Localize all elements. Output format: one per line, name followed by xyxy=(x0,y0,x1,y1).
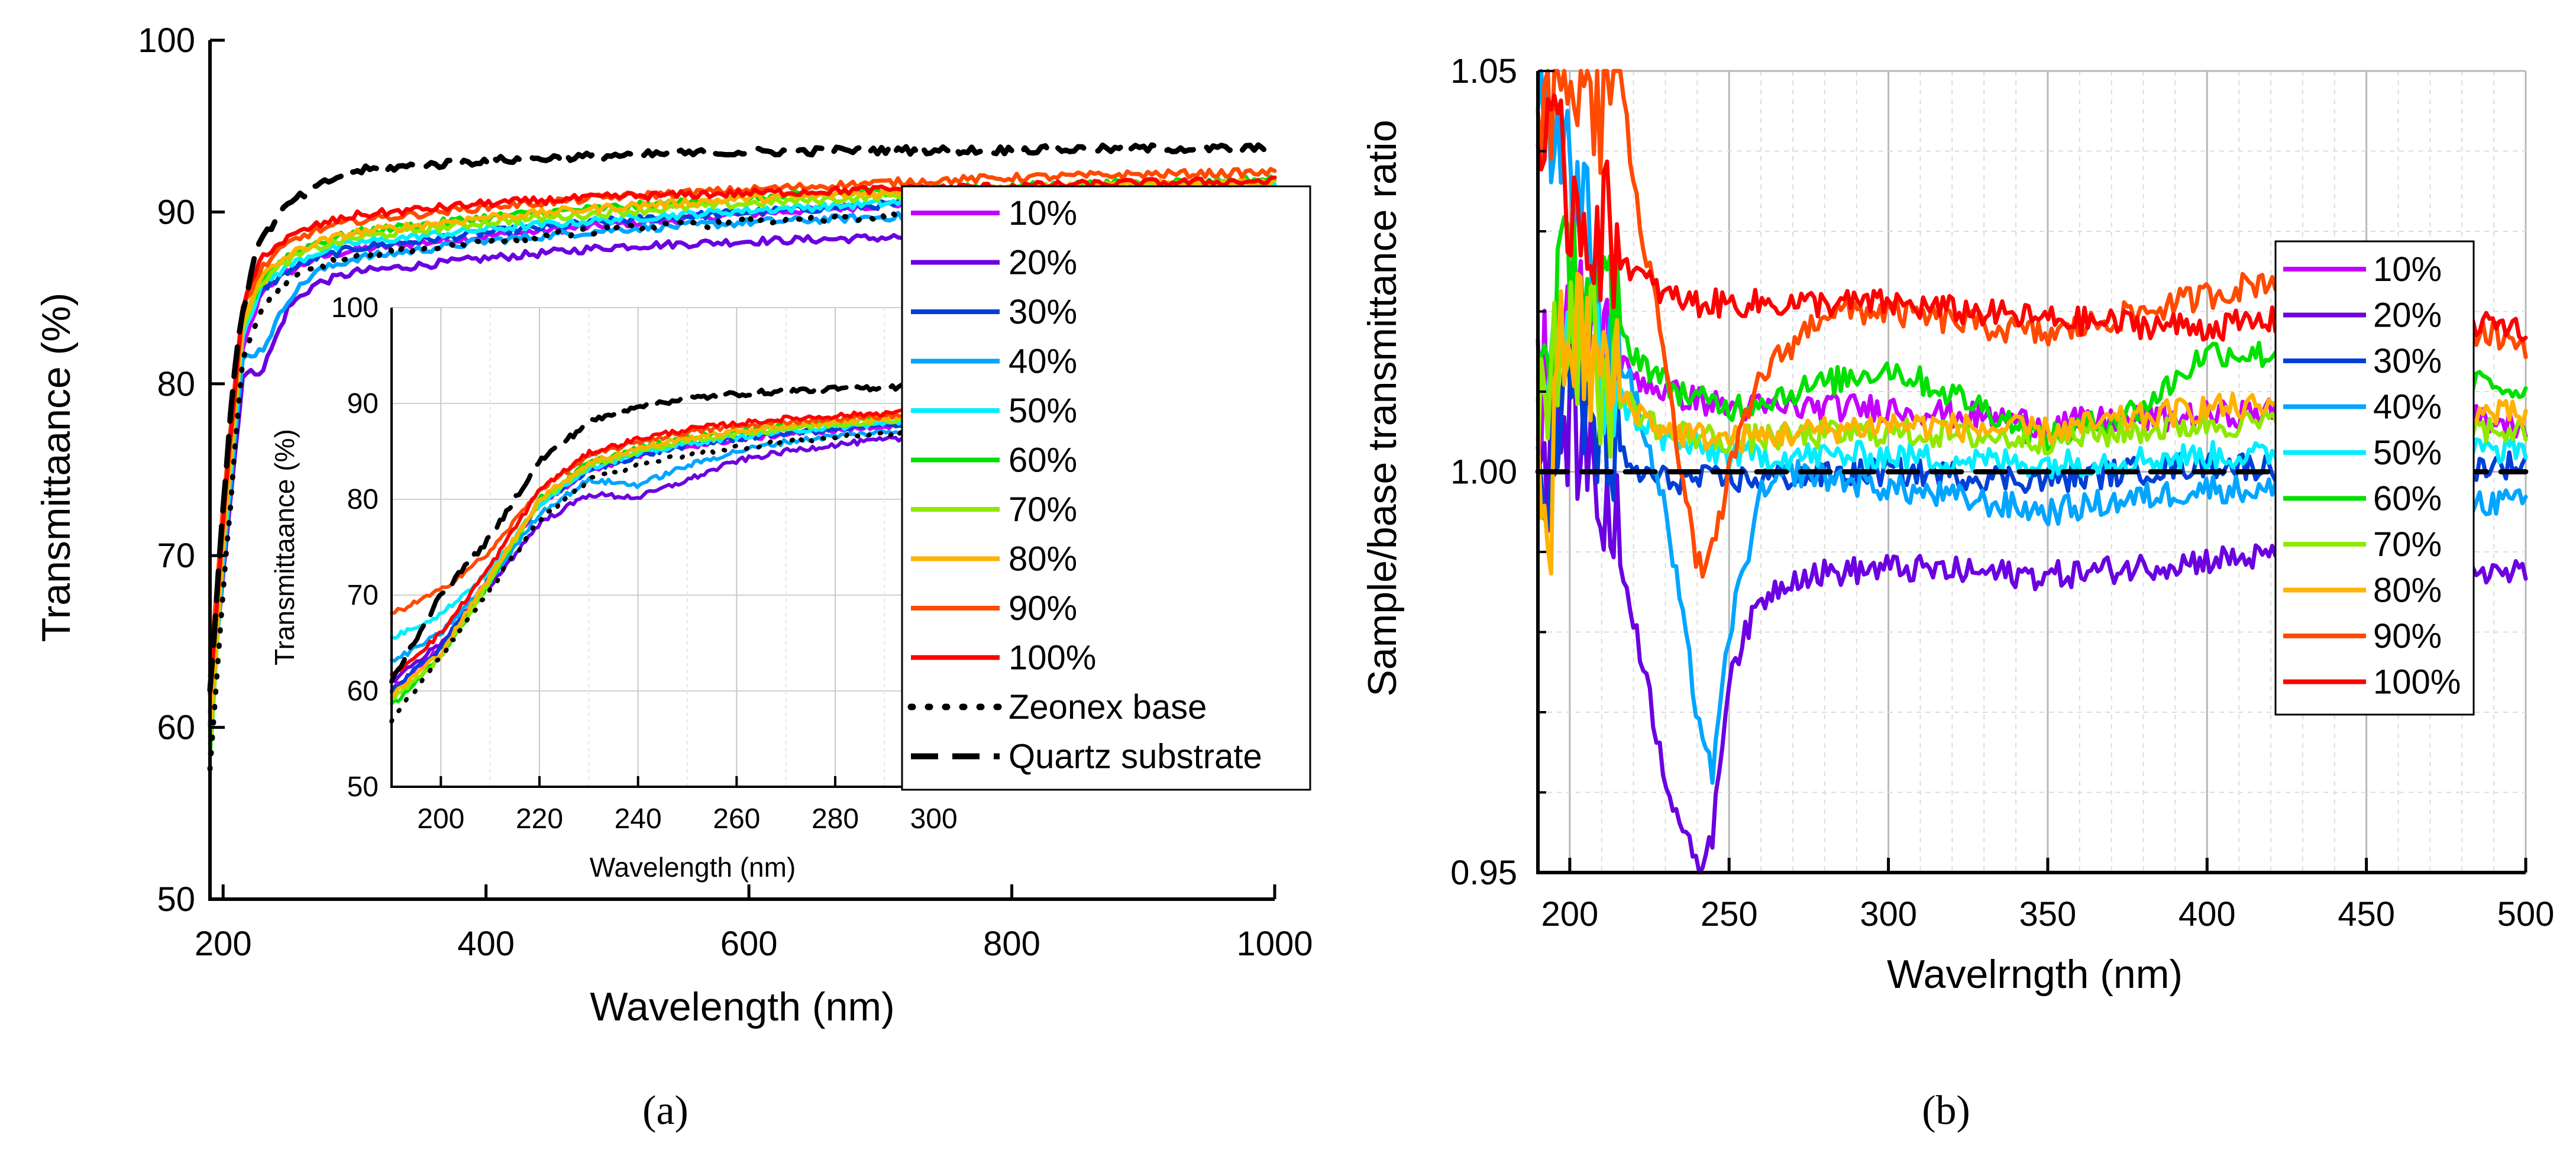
inset-series-line-90 xyxy=(390,409,936,615)
panel-a-x-tick-label: 1000 xyxy=(1236,925,1313,963)
inset-series-line-70 xyxy=(390,413,936,701)
panel-a-x-tick-label: 800 xyxy=(983,925,1040,963)
inset-x-tick-label: 240 xyxy=(615,803,662,835)
legend-b-label: 40% xyxy=(2373,388,2442,427)
inset-series-line-zeonexbase xyxy=(389,427,936,724)
a-series-line-quartzsubstrate xyxy=(207,142,1278,693)
inset-series xyxy=(389,382,936,724)
legend-b-label: 70% xyxy=(2373,525,2442,564)
panel-b-x-tick-label: 450 xyxy=(2338,895,2395,933)
panel-b-x-tick-label: 300 xyxy=(1860,895,1917,933)
panel-b-chart: 0.95 1.00 1.05 200 250 300 350 400 450 500 Wavelr… xyxy=(1360,52,2554,997)
panel-a-y-tick-label: 100 xyxy=(138,21,195,60)
inset-x-axis-title: Wavelength (nm) xyxy=(590,852,796,883)
panel-a-chart: 50 60 70 80 90 100 200 400 600 800 1000 Wavelength… xyxy=(34,21,1313,1029)
panel-b-x-tick-label: 350 xyxy=(2019,895,2077,933)
inset-y-axis-title: Transmittaance (%) xyxy=(269,429,300,666)
legend-a-label: 100% xyxy=(1009,639,1096,677)
inset-series-line-quartzsubstrate xyxy=(389,382,936,684)
inset-x-tick-label: 200 xyxy=(417,803,464,835)
panel-a-x-axis-title: Wavelength (nm) xyxy=(590,984,894,1029)
panel-a-ticks: 50 60 70 80 90 100 200 400 600 800 1000 xyxy=(138,21,1313,963)
panel-b-y-tick-label: 0.95 xyxy=(1450,854,1517,892)
caption-b: (b) xyxy=(1922,1088,1970,1133)
legend-a-label: 80% xyxy=(1009,540,1077,579)
inset-y-tick-label: 50 xyxy=(347,771,379,803)
a-series-line-100 xyxy=(208,175,1277,697)
panel-a-legend-box xyxy=(901,185,1311,791)
legend-b-label: 20% xyxy=(2373,296,2442,335)
panel-a-y-tick-label: 50 xyxy=(157,880,195,919)
panel-b-x-tick-label: 500 xyxy=(2497,895,2555,933)
inset-y-tick-label: 80 xyxy=(347,484,379,515)
legend-b-label: 80% xyxy=(2373,571,2442,610)
inset-x-tick-label: 280 xyxy=(812,803,859,835)
legend-b-label: 100% xyxy=(2373,663,2461,702)
panel-a-legend: 10% 20% 30% 40% 50% 60% 70% 80% 90% 100% Zeonex ba… xyxy=(901,185,1311,791)
panel-b-x-tick-label: 250 xyxy=(1701,895,1758,933)
panel-a-y-tick-label: 70 xyxy=(157,537,195,575)
legend-b-label: 50% xyxy=(2373,434,2442,472)
panel-a-y-tick-label: 90 xyxy=(157,193,195,231)
legend-b-label: 60% xyxy=(2373,480,2442,518)
legend-a-label: 90% xyxy=(1009,589,1077,628)
panel-b-y-axis-title: Sample/base transmittance ratio xyxy=(1360,119,1405,696)
legend-a-label: 60% xyxy=(1009,441,1077,480)
caption-a: (a) xyxy=(642,1088,689,1133)
inset-y-tick-label: 100 xyxy=(331,292,379,324)
panel-a-x-tick-label: 200 xyxy=(195,925,252,963)
panel-a-x-tick-label: 600 xyxy=(720,925,778,963)
legend-a-label: 40% xyxy=(1009,343,1077,381)
inset-series-line-100 xyxy=(390,408,936,676)
inset-x-tick-label: 220 xyxy=(516,803,563,835)
panel-b-ticks: 0.95 1.00 1.05 200 250 300 350 400 450 500 xyxy=(1450,52,2554,933)
panel-b-y-tick-label: 1.00 xyxy=(1450,453,1517,492)
panel-b-x-tick-label: 200 xyxy=(1541,895,1598,933)
panel-b-y-tick-label: 1.05 xyxy=(1450,52,1517,91)
legend-b-label: 30% xyxy=(2373,342,2442,380)
panel-a-y-tick-label: 80 xyxy=(157,365,195,403)
legend-a-label: 10% xyxy=(1009,194,1077,232)
a-series-line-90 xyxy=(208,167,1277,679)
legend-a-label: 50% xyxy=(1009,392,1077,430)
inset-series-line-80 xyxy=(390,411,936,699)
legend-a-label: 20% xyxy=(1009,244,1077,282)
panel-b-legend: 10% 20% 30% 40% 50% 60% 70% 80% 90% 100% xyxy=(2274,240,2475,716)
inset-y-tick-label: 70 xyxy=(347,580,379,611)
legend-a-label: 70% xyxy=(1009,490,1077,529)
legend-b-label: 10% xyxy=(2373,250,2442,289)
panel-a-inset-chart: 50 60 70 80 90 100 200 220 240 260 280 300 Waveleng… xyxy=(269,292,994,883)
legend-a-label: Quartz substrate xyxy=(1009,738,1262,776)
panel-b-x-axis-title: Wavelrngth (nm) xyxy=(1887,952,2183,997)
panel-a-x-tick-label: 400 xyxy=(457,925,515,963)
legend-a-label: Zeonex base xyxy=(1009,688,1207,726)
panel-a-y-tick-label: 60 xyxy=(157,709,195,747)
inset-y-tick-label: 60 xyxy=(347,676,379,707)
inset-x-tick-label: 260 xyxy=(713,803,760,835)
panel-b-x-tick-label: 400 xyxy=(2179,895,2236,933)
legend-b-label: 90% xyxy=(2373,617,2442,655)
inset-x-tick-label: 300 xyxy=(910,803,958,835)
inset-y-tick-label: 90 xyxy=(347,388,379,419)
legend-a-label: 30% xyxy=(1009,293,1077,331)
panel-a-y-axis-title: Transmittaance (%) xyxy=(34,293,79,642)
